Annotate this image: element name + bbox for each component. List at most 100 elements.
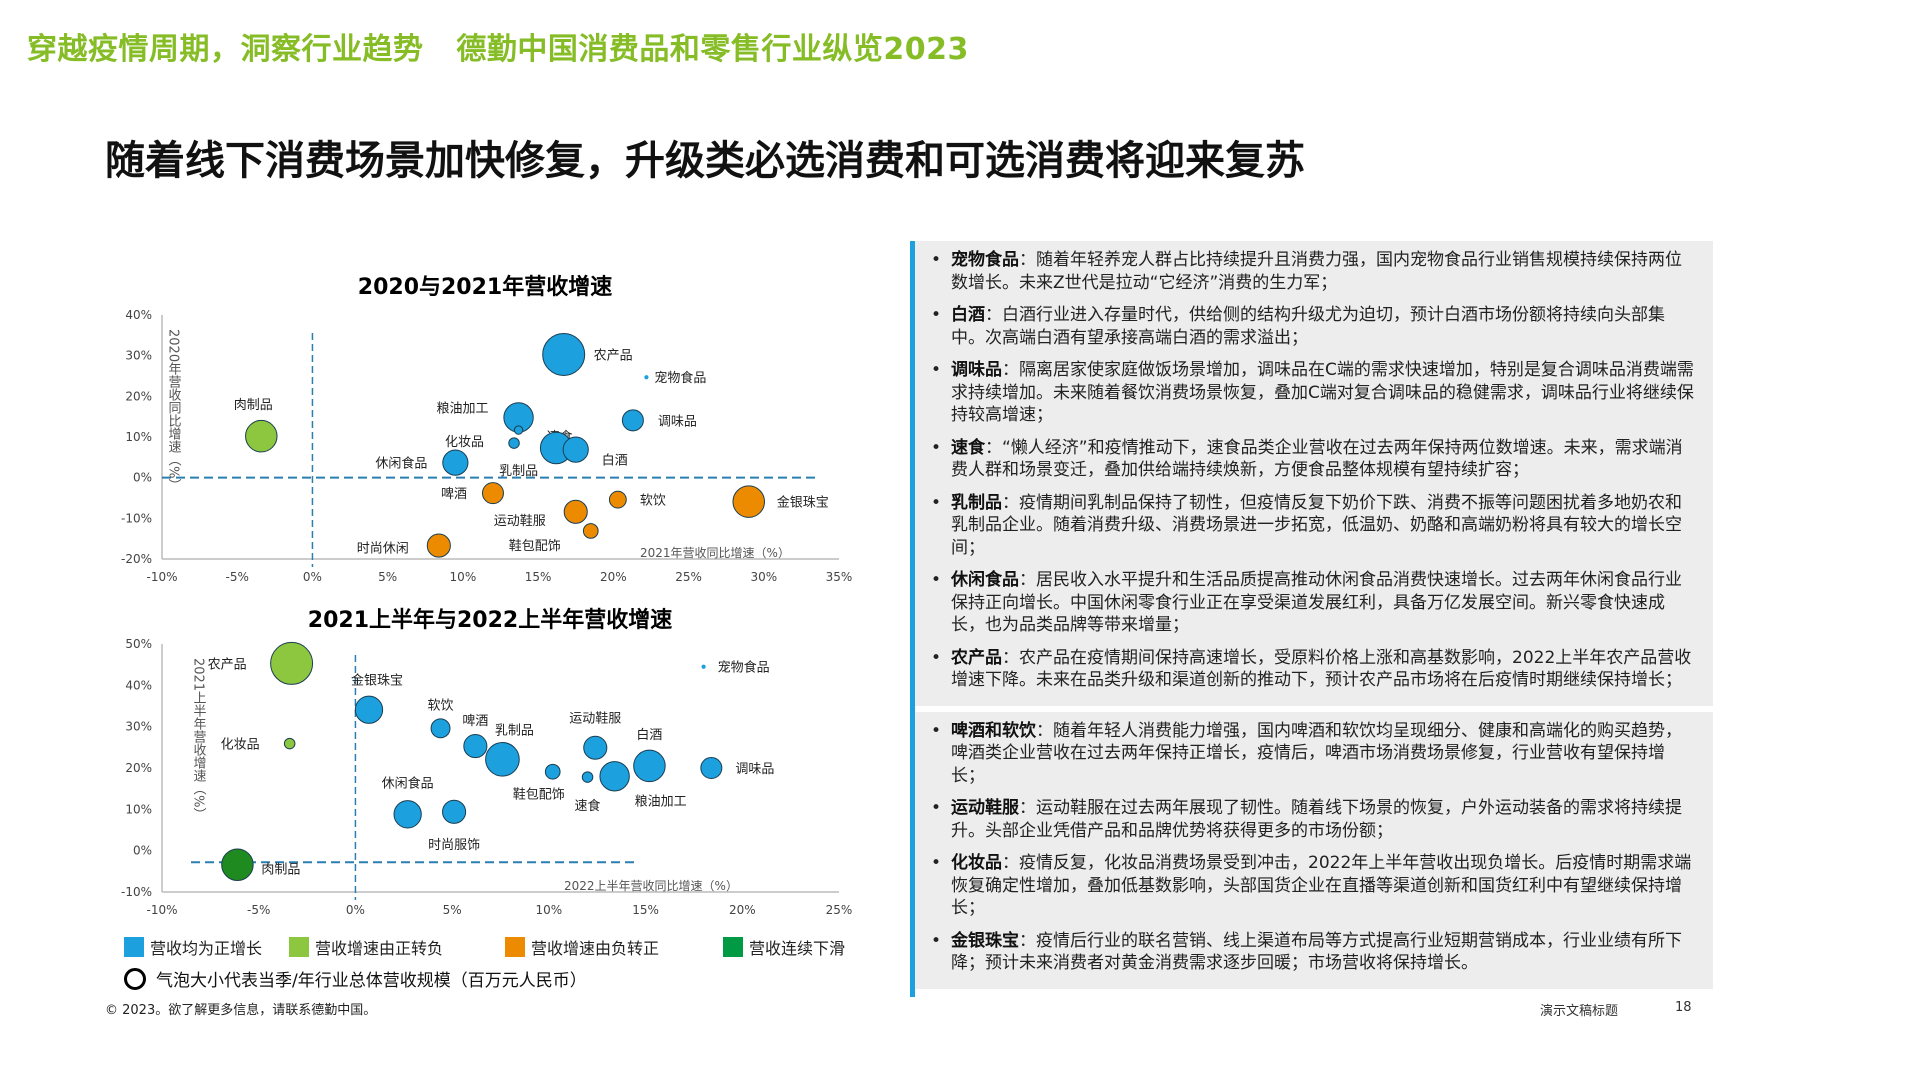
bubble-速食 [513, 425, 524, 435]
bubble-宠物食品 [644, 375, 649, 380]
commentary-term: 速食 [951, 437, 985, 458]
bubble-ring-icon [124, 967, 146, 990]
bubble-啤酒 [463, 734, 488, 759]
bubble-金银珠宝 [354, 695, 384, 724]
legend-item-pos-to-neg: 营收增速由正转负 [289, 935, 443, 959]
bubble-label: 金银珠宝 [777, 495, 829, 511]
bubble-label: 金银珠宝 [351, 673, 403, 689]
y-tick-label: 10% [125, 430, 152, 444]
bubble-啤酒 [481, 482, 504, 505]
legend-swatch [723, 937, 743, 957]
bubble-label: 农产品 [594, 348, 633, 363]
bubble-label: 软饮 [428, 698, 454, 713]
bubble-label: 运动鞋服 [569, 711, 621, 727]
y-tick-label: -10% [121, 885, 152, 899]
bubble-label: 白酒 [636, 727, 662, 743]
commentary-text: ：居民收入水平提升和生活品质提高推动休闲食品消费快速增长。过去两年休闲食品行业保… [951, 570, 1682, 635]
commentary-item: 乳制品：疫情期间乳制品保持了韧性，但疫情反复下奶价下跌、消费不振等问题困扰着多地… [931, 492, 1695, 560]
bubble-label: 肉制品 [234, 398, 273, 413]
bubble-label: 时尚休闲 [357, 542, 409, 557]
x-tick-label: 30% [750, 570, 777, 584]
bubble-白酒 [562, 436, 589, 463]
y-tick-label: 10% [125, 802, 152, 816]
commentary-group-2: 啤酒和软饮：随着年轻人消费能力增强，国内啤酒和软饮均呈现细分、健康和高端化的购买… [915, 711, 1713, 989]
legend-label: 营收增速由负转正 [531, 939, 660, 958]
commentary-item: 啤酒和软饮：随着年轻人消费能力增强，国内啤酒和软饮均呈现细分、健康和高端化的购买… [931, 720, 1695, 788]
y-tick-label: 20% [125, 761, 152, 775]
commentary-item: 化妆品：疫情反复，化妆品消费场景受到冲击，2022年上半年营收出现负增长。后疫情… [931, 852, 1695, 920]
commentary-term: 调味品 [951, 360, 1002, 380]
bubble-label: 粮油加工 [437, 401, 489, 416]
bubble-label: 化妆品 [221, 738, 260, 753]
bubble-label: 白酒 [602, 453, 628, 469]
bubble-农产品 [542, 332, 586, 376]
y-tick-label: 20% [125, 389, 152, 403]
bubble-运动鞋服 [563, 499, 588, 524]
bubble-label: 农产品 [208, 657, 247, 672]
bubble-label: 啤酒 [441, 487, 467, 502]
commentary-group-1: 宠物食品：随着年轻养宠人群占比持续提升且消费力强，国内宠物食品行业销售规模持续保… [915, 241, 1713, 706]
commentary-term: 宠物食品 [951, 250, 1019, 270]
commentary-term: 啤酒和软饮 [951, 720, 1036, 741]
x-tick-label: 10% [450, 570, 477, 584]
x-tick-label: 5% [443, 903, 462, 917]
commentary-item: 运动鞋服：运动鞋服在过去两年展现了韧性。随着线下场景的恢复，户外运动装备的需求将… [931, 797, 1695, 842]
chart1-plot: -10% -5% 0% 5% 10% 15% 20% 25% 30% 35% 40% 30% 20% 10… [121, 308, 852, 584]
commentary-term: 农产品 [951, 647, 1002, 668]
y-tick-label: -20% [121, 552, 152, 566]
bubble-调味品 [700, 757, 723, 779]
bubble-label: 鞋包配饰 [513, 787, 565, 803]
bubble-label: 乳制品 [499, 464, 538, 479]
chart1-title: 2020与2021年营收增速 [358, 274, 612, 300]
bubble-化妆品 [508, 437, 520, 449]
commentary-text: ：农产品在疫情期间保持高速增长，受原料价格上涨和高基数影响，2022上半年农产品… [951, 647, 1692, 691]
commentary-text: ：运动鞋服在过去两年展现了韧性。随着线下场景的恢复，户外运动装备的需求将持续提升… [951, 798, 1682, 841]
presentation-title: 演示文稿标题 [1540, 1004, 1619, 1019]
bubble-休闲食品 [393, 800, 422, 829]
bubble-label: 调味品 [735, 762, 774, 777]
commentary-term: 化妆品 [951, 853, 1002, 873]
bubble-金银珠宝 [732, 485, 765, 518]
bubble-休闲食品 [442, 449, 469, 476]
bubble-label: 休闲食品 [382, 775, 434, 791]
x-tick-label: 25% [826, 903, 853, 917]
commentary-panel: 宠物食品：随着年轻养宠人群占比持续提升且消费力强，国内宠物食品行业销售规模持续保… [910, 241, 1713, 997]
commentary-item: 调味品：隔离居家使家庭做饭场景增加，调味品在C端的需求快速增加，特别是复合调味品… [931, 359, 1695, 427]
bubble-乳制品 [485, 742, 520, 777]
legend-swatch [505, 937, 525, 957]
commentary-term: 运动鞋服 [951, 798, 1019, 818]
legend-item-neg-to-pos: 营收增速由负转正 [505, 935, 659, 959]
chart2-plot: -10% -5% 0% 5% 10% 15% 20% 25% 50% 40% 30% 20% 10% 0%… [121, 637, 852, 917]
bubble-label: 鞋包配饰 [509, 538, 561, 554]
bubble-时尚休闲 [426, 533, 451, 558]
commentary-item: 农产品：农产品在疫情期间保持高速增长，受原料价格上涨和高基数影响，2022上半年… [931, 647, 1695, 692]
legend-label: 营收均为正增长 [150, 939, 263, 958]
x-tick-label: 35% [826, 570, 853, 584]
x-tick-label: 25% [675, 570, 702, 584]
bubble-鞋包配饰 [582, 523, 599, 539]
commentary-text: ：隔离居家使家庭做饭场景增加，调味品在C端的需求快速增加，特别是复合调味品消费端… [951, 360, 1694, 425]
x-tick-label: 15% [525, 570, 552, 584]
x-tick-label: 20% [729, 903, 756, 917]
bubble-软饮 [608, 490, 627, 509]
x-tick-label: -5% [247, 903, 270, 917]
bubble-调味品 [621, 409, 644, 432]
bubble-label: 软饮 [640, 494, 666, 509]
y-tick-label: 50% [125, 637, 152, 651]
commentary-text: ：疫情反复，化妆品消费场景受到冲击，2022年上半年营收出现负增长。后疫情时期需… [951, 853, 1692, 918]
bubble-软饮 [430, 718, 451, 739]
x-axis-title: 2021年营收同比增速（%） [640, 546, 790, 560]
bubble-肉制品 [221, 848, 254, 881]
x-tick-label: 20% [600, 570, 627, 584]
bubble-label: 休闲食品 [375, 456, 427, 472]
bubble-note-text: 气泡大小代表当季/年行业总体营收规模（百万元人民币） [156, 971, 587, 991]
legend-item-decline: 营收连续下滑 [723, 935, 845, 959]
commentary-text: ：随着年轻人消费能力增强，国内啤酒和软饮均呈现细分、健康和高端化的购买趋势，啤酒… [951, 720, 1682, 786]
x-tick-label: 15% [632, 903, 659, 917]
y-tick-label: 0% [133, 471, 152, 485]
commentary-text: ：白酒行业进入存量时代，供给侧的结构升级尤为迫切，预计白酒市场份额将持续向头部集… [951, 305, 1665, 348]
y-tick-label: 40% [125, 308, 152, 322]
bubble-鞋包配饰 [544, 763, 561, 780]
commentary-term: 白酒 [951, 305, 985, 325]
commentary-item: 白酒：白酒行业进入存量时代，供给侧的结构升级尤为迫切，预计白酒市场份额将持续向头… [931, 304, 1695, 349]
